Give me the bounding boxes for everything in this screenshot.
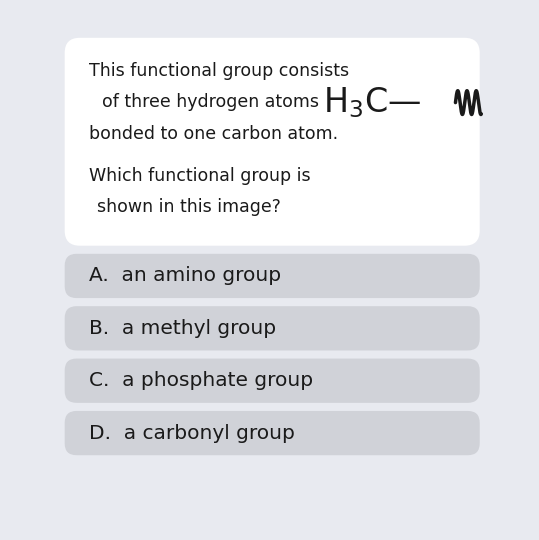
Text: D.  a carbonyl group: D. a carbonyl group [89,423,295,443]
FancyBboxPatch shape [65,254,480,298]
Text: shown in this image?: shown in this image? [97,198,281,216]
FancyBboxPatch shape [65,359,480,403]
Text: bonded to one carbon atom.: bonded to one carbon atom. [89,125,338,143]
FancyBboxPatch shape [65,38,480,246]
FancyBboxPatch shape [65,306,480,350]
FancyBboxPatch shape [65,411,480,455]
Text: H$_3$C—: H$_3$C— [323,85,421,120]
Text: Which functional group is: Which functional group is [89,167,310,185]
Text: of three hydrogen atoms: of three hydrogen atoms [102,93,320,111]
Text: A.  an amino group: A. an amino group [89,266,281,286]
Text: B.  a methyl group: B. a methyl group [89,319,276,338]
Text: This functional group consists: This functional group consists [89,62,349,80]
Text: C.  a phosphate group: C. a phosphate group [89,371,313,390]
